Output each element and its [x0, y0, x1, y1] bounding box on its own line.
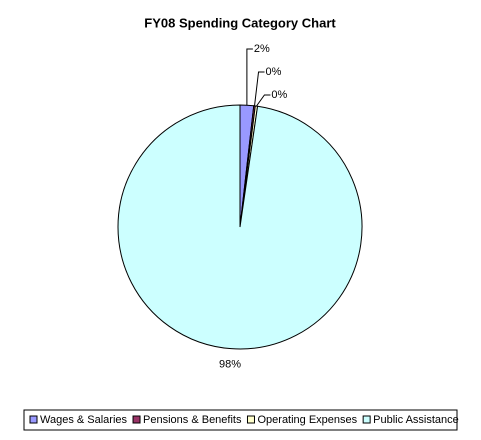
legend-label: Pensions & Benefits — [143, 414, 242, 426]
leader-line — [246, 48, 253, 106]
leader-line — [254, 71, 265, 106]
slice-label: 2% — [254, 43, 270, 55]
slice-labels: 2% 0% 0% 98% — [219, 43, 288, 371]
legend-swatch — [362, 415, 371, 424]
legend — [23, 409, 458, 431]
legend-label: Operating Expenses — [257, 414, 357, 426]
legend-swatch — [246, 415, 255, 424]
chart-title: FY08 Spending Category Chart — [144, 15, 336, 30]
legend-items: Wages & Salaries Pensions & Benefits Opera… — [29, 414, 459, 426]
legend-label: Wages & Salaries — [40, 414, 128, 426]
leader-line — [256, 94, 271, 107]
pie — [117, 104, 363, 350]
slice-label: 0% — [266, 66, 282, 78]
slice-label: 98% — [219, 359, 241, 371]
legend-label: Public Assistance — [373, 414, 459, 426]
pie-slice — [117, 104, 363, 350]
legend-swatch — [132, 415, 141, 424]
slice-label: 0% — [271, 89, 287, 101]
legend-swatch — [29, 415, 38, 424]
